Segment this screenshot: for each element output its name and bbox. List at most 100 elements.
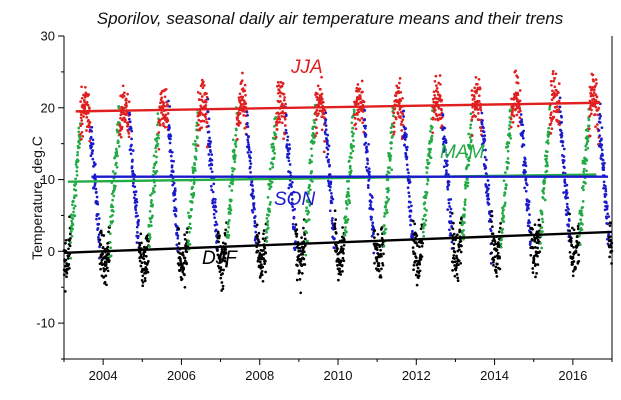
data-point — [445, 169, 448, 172]
data-point — [246, 125, 250, 128]
data-point — [191, 185, 194, 189]
data-point — [509, 120, 512, 124]
data-point — [425, 191, 429, 194]
data-point — [109, 246, 112, 250]
data-point — [159, 101, 162, 105]
data-point — [361, 121, 364, 125]
data-point — [193, 169, 197, 172]
data-point — [372, 227, 376, 230]
data-point — [114, 147, 118, 151]
data-point — [131, 169, 135, 173]
data-point — [442, 135, 446, 139]
y-tick-label: 0 — [48, 244, 55, 259]
data-point — [148, 209, 152, 213]
data-point — [565, 202, 569, 206]
data-point — [290, 198, 294, 201]
data-point — [238, 121, 242, 125]
data-point — [312, 119, 316, 122]
data-point — [262, 229, 266, 232]
data-point — [294, 223, 298, 226]
data-point — [71, 200, 75, 203]
data-point — [509, 108, 512, 112]
data-point — [375, 248, 379, 252]
data-point — [447, 183, 451, 187]
data-point — [387, 189, 390, 192]
data-point — [371, 207, 375, 211]
data-point — [157, 136, 160, 140]
data-point — [469, 138, 473, 142]
data-point — [239, 105, 242, 108]
data-point — [136, 223, 140, 227]
data-point — [356, 113, 359, 116]
y-tick-label: 30 — [41, 29, 55, 44]
data-point — [484, 166, 488, 170]
data-point — [246, 138, 250, 142]
data-point — [285, 131, 288, 135]
data-point — [84, 85, 87, 89]
data-point — [462, 228, 465, 232]
data-point — [377, 262, 381, 265]
data-point — [508, 124, 511, 127]
data-point — [324, 124, 328, 127]
data-point — [324, 132, 327, 136]
data-point — [104, 263, 108, 267]
data-point — [224, 251, 228, 254]
data-point — [231, 169, 235, 173]
data-point — [416, 244, 419, 248]
data-point — [197, 118, 201, 122]
data-point — [480, 122, 484, 126]
data-point — [76, 151, 80, 154]
data-point — [502, 220, 506, 223]
data-point — [503, 203, 507, 207]
axes-layer: -10 0 10 20 30 2004 2006 2008 2010 2012 2014 2016 — [36, 29, 613, 383]
data-point — [75, 169, 79, 173]
data-point — [561, 161, 565, 165]
data-point — [152, 154, 156, 158]
data-point — [220, 250, 224, 253]
data-point — [166, 112, 170, 115]
data-point — [124, 101, 128, 105]
data-point — [359, 97, 362, 101]
x-tick-label: 2010 — [324, 368, 353, 383]
data-point — [367, 173, 371, 177]
data-point — [134, 190, 138, 193]
data-point — [392, 111, 396, 115]
data-point — [523, 161, 527, 164]
data-point — [516, 76, 520, 79]
data-point — [367, 142, 370, 146]
data-point — [483, 134, 487, 137]
data-point — [233, 160, 237, 164]
data-point — [551, 89, 554, 93]
data-point — [154, 146, 157, 150]
data-point — [98, 238, 102, 242]
data-point — [487, 202, 491, 206]
data-point — [231, 182, 234, 186]
data-point — [248, 159, 252, 163]
data-point — [81, 135, 85, 138]
data-point — [183, 285, 187, 289]
data-point — [438, 74, 442, 77]
data-point — [604, 193, 608, 196]
data-point — [351, 115, 355, 119]
data-point — [149, 193, 152, 197]
data-point — [467, 159, 471, 163]
data-point — [585, 142, 589, 146]
data-point — [457, 259, 461, 263]
data-point — [470, 134, 474, 137]
data-point — [279, 100, 282, 103]
data-point — [127, 135, 131, 139]
data-point — [228, 212, 232, 215]
data-point — [507, 161, 510, 165]
data-point — [195, 121, 199, 125]
data-point — [129, 152, 133, 156]
data-point — [452, 242, 456, 246]
data-point — [403, 131, 407, 135]
data-point — [131, 149, 135, 152]
data-point — [105, 266, 109, 270]
data-point — [457, 243, 461, 246]
data-point — [567, 207, 570, 211]
y-tick-label: 10 — [41, 172, 55, 187]
data-point — [397, 102, 401, 105]
data-point — [328, 173, 332, 176]
data-point — [149, 220, 153, 224]
